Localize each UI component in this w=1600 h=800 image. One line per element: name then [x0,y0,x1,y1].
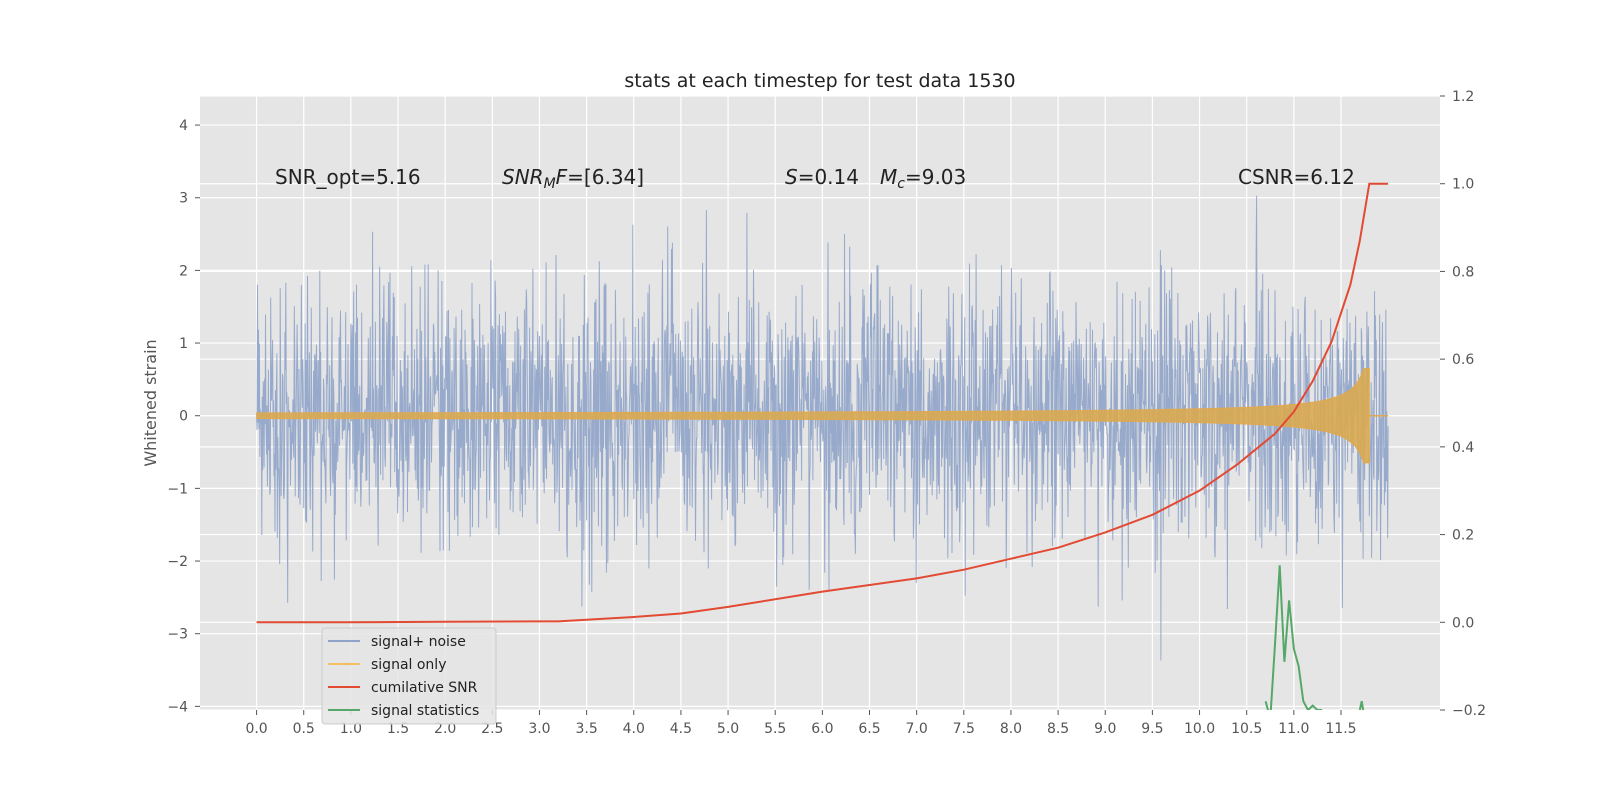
annotation-snr-mf-sub: M [544,176,556,192]
x-tick-label: 7.0 [906,721,928,737]
legend: signal+ noise signal only cumilative SNR… [322,628,496,724]
y2-tick-label: 0.4 [1452,440,1474,456]
x-tick-label: 10.0 [1184,721,1215,737]
x-tick-label: 3.5 [575,721,597,737]
y2-tick-label: 0.6 [1452,352,1474,368]
y-tick-label: 1 [179,336,188,352]
annotation-snr-mf-f: F [556,165,568,189]
x-tick-label: 4.5 [670,721,692,737]
chart-title: stats at each timestep for test data 153… [624,70,1015,92]
x-tick-label: 6.0 [811,721,833,737]
y2-tick-label: −0.2 [1452,703,1486,719]
annotation-mc-label: M [880,165,897,189]
y-tick-label: −3 [167,627,188,643]
y2-tick-label: 0.0 [1452,615,1474,631]
y-tick-label: −1 [167,481,188,497]
legend-label-cumulative-snr: cumilative SNR [371,680,478,696]
x-tick-label: 8.5 [1047,721,1069,737]
annotation-snr-mf-label: SNR [502,165,544,189]
legend-label-signal-statistics: signal statistics [371,703,479,719]
annotation-csnr: CSNR=6.12 [1238,165,1355,189]
x-tick-label: 9.5 [1141,721,1163,737]
y-axis-label: Whitened strain [141,339,160,466]
x-tick-label: 6.5 [858,721,880,737]
annotation-snr-mf: SNRMF=[6.34] [502,165,644,192]
x-tick-label: 5.0 [717,721,739,737]
legend-label-signal-noise: signal+ noise [371,634,466,650]
y-tick-label: 0 [179,409,188,425]
x-tick-label: 7.5 [953,721,975,737]
y2-tick-label: 1.2 [1452,89,1474,105]
x-tick-label: 0.0 [245,721,267,737]
x-tick-label: 9.0 [1094,721,1116,737]
x-tick-label: 5.5 [764,721,786,737]
y2-tick-label: 1.0 [1452,177,1474,193]
x-tick-label: 0.5 [293,721,315,737]
x-tick-label: 4.0 [623,721,645,737]
y-tick-label: 2 [179,263,188,279]
y-tick-label: 4 [179,118,188,134]
legend-label-signal-only: signal only [371,657,446,673]
annotation-s-label: S [785,165,798,189]
x-tick-label: 11.0 [1278,721,1309,737]
x-tick-label: 3.0 [528,721,550,737]
y2-axis: 1.2 1.0 0.8 0.6 0.4 0.2 0.0 −0.2 [1440,89,1486,719]
annotation-s: S=0.14 [785,165,859,189]
y-tick-label: 3 [179,191,188,207]
annotation-snr-mf-value: =[6.34] [567,165,644,189]
y2-tick-label: 0.8 [1452,264,1474,280]
annotation-mc-value: =9.03 [905,165,966,189]
annotation-mc: Mc=9.03 [880,165,966,192]
x-tick-label: 10.5 [1231,721,1262,737]
x-tick-label: 11.5 [1325,721,1356,737]
y-tick-label: −4 [167,699,188,715]
x-tick-label: 8.0 [1000,721,1022,737]
y-axis: 4 3 2 1 0 −1 −2 −3 −4 [167,118,200,715]
y-tick-label: −2 [167,554,188,570]
annotation-s-value: =0.14 [798,165,859,189]
annotation-snr-opt: SNR_opt=5.16 [275,165,421,189]
y2-tick-label: 0.2 [1452,528,1474,544]
